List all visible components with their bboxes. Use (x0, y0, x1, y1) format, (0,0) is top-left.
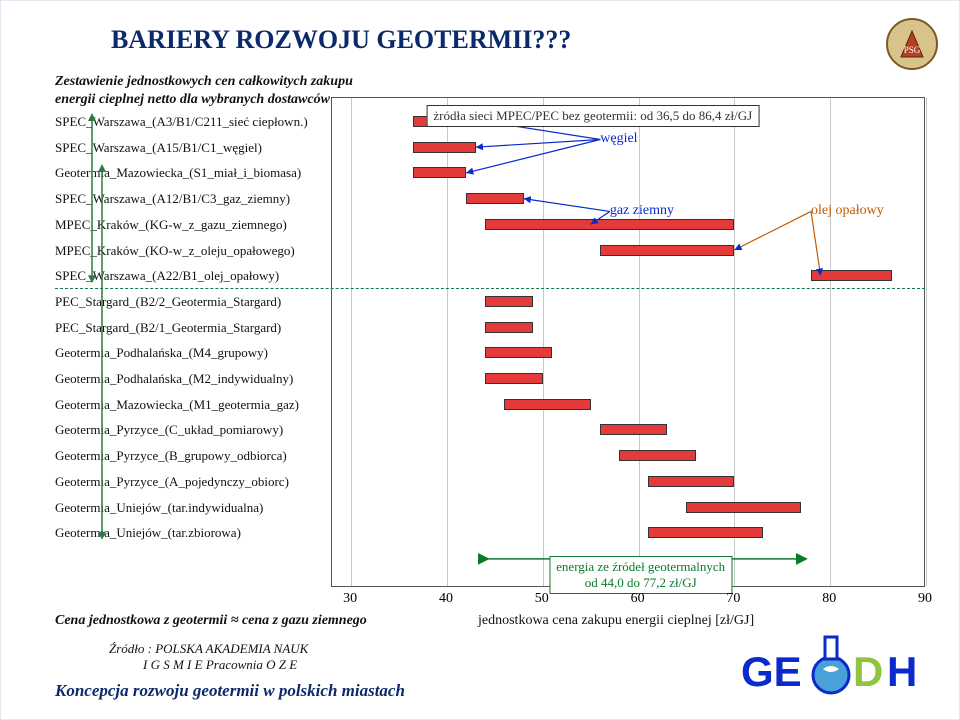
range-bar (413, 142, 475, 153)
range-bar (686, 502, 801, 513)
source-line-1: Źródło : POLSKA AKADEMIA NAUK (109, 641, 308, 657)
gridline (639, 98, 640, 586)
footnote: Cena jednostkowa z geotermii ≈ cena z ga… (55, 613, 367, 629)
x-tick-label: 90 (910, 591, 940, 607)
chart-annotation: gaz ziemny (610, 203, 674, 219)
gridline (926, 98, 927, 586)
x-tick-label: 70 (718, 591, 748, 607)
range-bar (485, 347, 552, 358)
range-bar (504, 399, 590, 410)
range-bar (466, 193, 523, 204)
geodh-logo: GE D H (741, 631, 931, 701)
plot-area: żródła sieci MPEC/PEC bez geotermii: od … (331, 97, 925, 587)
range-bar (600, 245, 734, 256)
gridline (734, 98, 735, 586)
range-bar (600, 424, 667, 435)
divider-dashed (55, 288, 925, 289)
chart-annotation: żródła sieci MPEC/PEC bez geotermii: od … (426, 105, 759, 127)
svg-text:GE: GE (741, 648, 802, 695)
range-bar (485, 373, 542, 384)
source-line-2: I G S M I E Pracownia O Z E (109, 657, 297, 673)
gridline (351, 98, 352, 586)
range-bar (619, 450, 696, 461)
svg-text:PSG: PSG (904, 45, 921, 55)
x-tick-label: 60 (623, 591, 653, 607)
range-bar (485, 296, 533, 307)
x-tick-label: 50 (527, 591, 557, 607)
svg-text:H: H (887, 648, 917, 695)
range-bar (648, 527, 763, 538)
subtitle-line-1: Zestawienie jednostkowych cen całkowityc… (55, 74, 353, 89)
range-bar (485, 219, 734, 230)
chart-annotation: olej opałowy (811, 203, 884, 219)
gridline (830, 98, 831, 586)
range-bar (413, 167, 466, 178)
chart-annotation: energia ze źródeł geotermalnych od 44,0 … (549, 556, 732, 594)
range-bar (648, 476, 734, 487)
x-axis-title: jednostkowa cena zakupu energii cieplnej… (478, 613, 754, 629)
left-span-arrow (95, 164, 109, 540)
price-chart: żródła sieci MPEC/PEC bez geotermii: od … (55, 97, 925, 632)
x-tick-label: 80 (814, 591, 844, 607)
svg-text:D: D (853, 648, 883, 695)
chart-annotation: węgiel (600, 131, 637, 147)
gridline (543, 98, 544, 586)
range-bar (485, 322, 533, 333)
bottom-title: Koncepcja rozwoju geotermii w polskich m… (55, 681, 405, 701)
page-title: BARIERY ROZWOJU GEOTERMII??? (111, 25, 571, 55)
x-tick-label: 40 (431, 591, 461, 607)
org-logo: PSG (885, 17, 939, 71)
range-bar (811, 270, 891, 281)
x-tick-label: 30 (335, 591, 365, 607)
